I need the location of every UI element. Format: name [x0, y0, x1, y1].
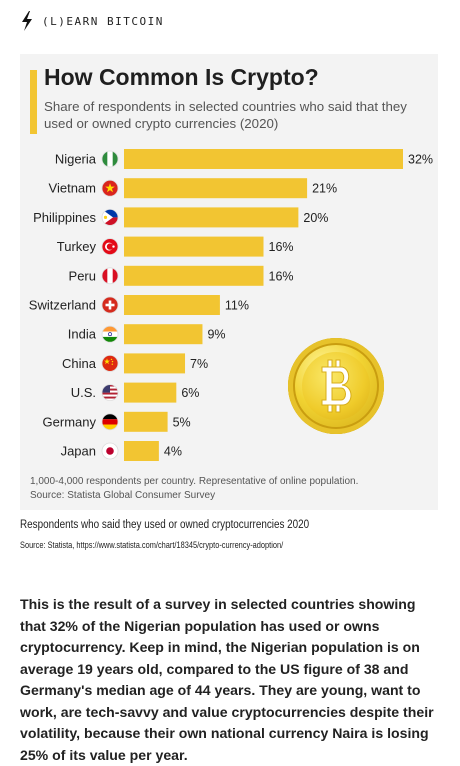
- figure-caption: Respondents who said they used or owned …: [20, 519, 310, 531]
- category-label: Peru: [69, 268, 96, 283]
- value-label: 11%: [225, 299, 249, 313]
- category-label: China: [62, 356, 97, 371]
- flag-philippines-icon: [101, 208, 119, 226]
- flag-germany-icon: [101, 413, 119, 431]
- bar: [124, 236, 264, 257]
- chart-notes: 1,000-4,000 respondents per country. Rep…: [30, 475, 430, 503]
- body-paragraph: This is the result of a survey in select…: [20, 596, 434, 763]
- category-label: Germany: [43, 414, 97, 429]
- value-label: 16%: [269, 269, 294, 283]
- flag-peru-icon: [101, 267, 119, 285]
- bar: [124, 207, 299, 228]
- bitcoin-symbol-icon: [321, 359, 352, 413]
- bar: [124, 441, 159, 461]
- bar-chart: Nigeria 32% Vietnam 21% Philippines 20% Turkey…: [29, 149, 433, 461]
- bar: [124, 382, 177, 403]
- value-label: 32%: [408, 153, 433, 167]
- category-label: India: [68, 327, 97, 342]
- flag-nigeria-icon: [101, 150, 119, 168]
- value-label: 6%: [181, 386, 199, 400]
- bar: [124, 411, 168, 432]
- value-label: 5%: [173, 415, 191, 429]
- chart-note-sample: 1,000-4,000 respondents per country. Rep…: [30, 476, 359, 487]
- value-label: 20%: [303, 211, 328, 225]
- lightning-bolt-icon: [22, 11, 32, 31]
- category-label: Japan: [61, 444, 96, 459]
- value-label: 7%: [190, 357, 208, 371]
- value-label: 9%: [207, 328, 225, 342]
- chart-note-source: Source: Statista Global Consumer Survey: [30, 490, 216, 501]
- value-label: 21%: [312, 182, 337, 196]
- flag-turkey-icon: [101, 238, 119, 256]
- bar: [124, 265, 264, 286]
- source-link[interactable]: Source: Statista, https://www.statista.c…: [20, 540, 284, 551]
- flag-vietnam-icon: [101, 179, 119, 197]
- title-accent-bar: [30, 70, 37, 134]
- chart-subtitle: Share of respondents in selected countri…: [44, 99, 407, 131]
- bar: [124, 324, 203, 345]
- bitcoin-coin-icon: [288, 338, 384, 434]
- bar: [124, 353, 186, 374]
- bar: [124, 178, 308, 199]
- category-label: Switzerland: [29, 298, 96, 313]
- category-label: Philippines: [33, 210, 96, 225]
- flag-japan-icon: [101, 442, 119, 460]
- category-label: U.S.: [71, 385, 96, 400]
- value-label: 4%: [164, 445, 182, 459]
- category-label: Turkey: [57, 239, 97, 254]
- brand-header: (L)EARN BITCOIN: [20, 8, 164, 34]
- flag-india-icon: [101, 325, 119, 343]
- category-label: Nigeria: [55, 152, 97, 167]
- brand-name: (L)EARN BITCOIN: [42, 14, 164, 28]
- chart-title: How Common Is Crypto?: [44, 64, 319, 90]
- value-label: 16%: [269, 240, 294, 254]
- category-label: Vietnam: [49, 181, 96, 196]
- flag-china-icon: [101, 354, 119, 372]
- bar: [124, 149, 403, 169]
- flag-us-icon: [101, 384, 119, 402]
- flag-switzerland-icon: [101, 296, 119, 314]
- bar: [124, 295, 220, 315]
